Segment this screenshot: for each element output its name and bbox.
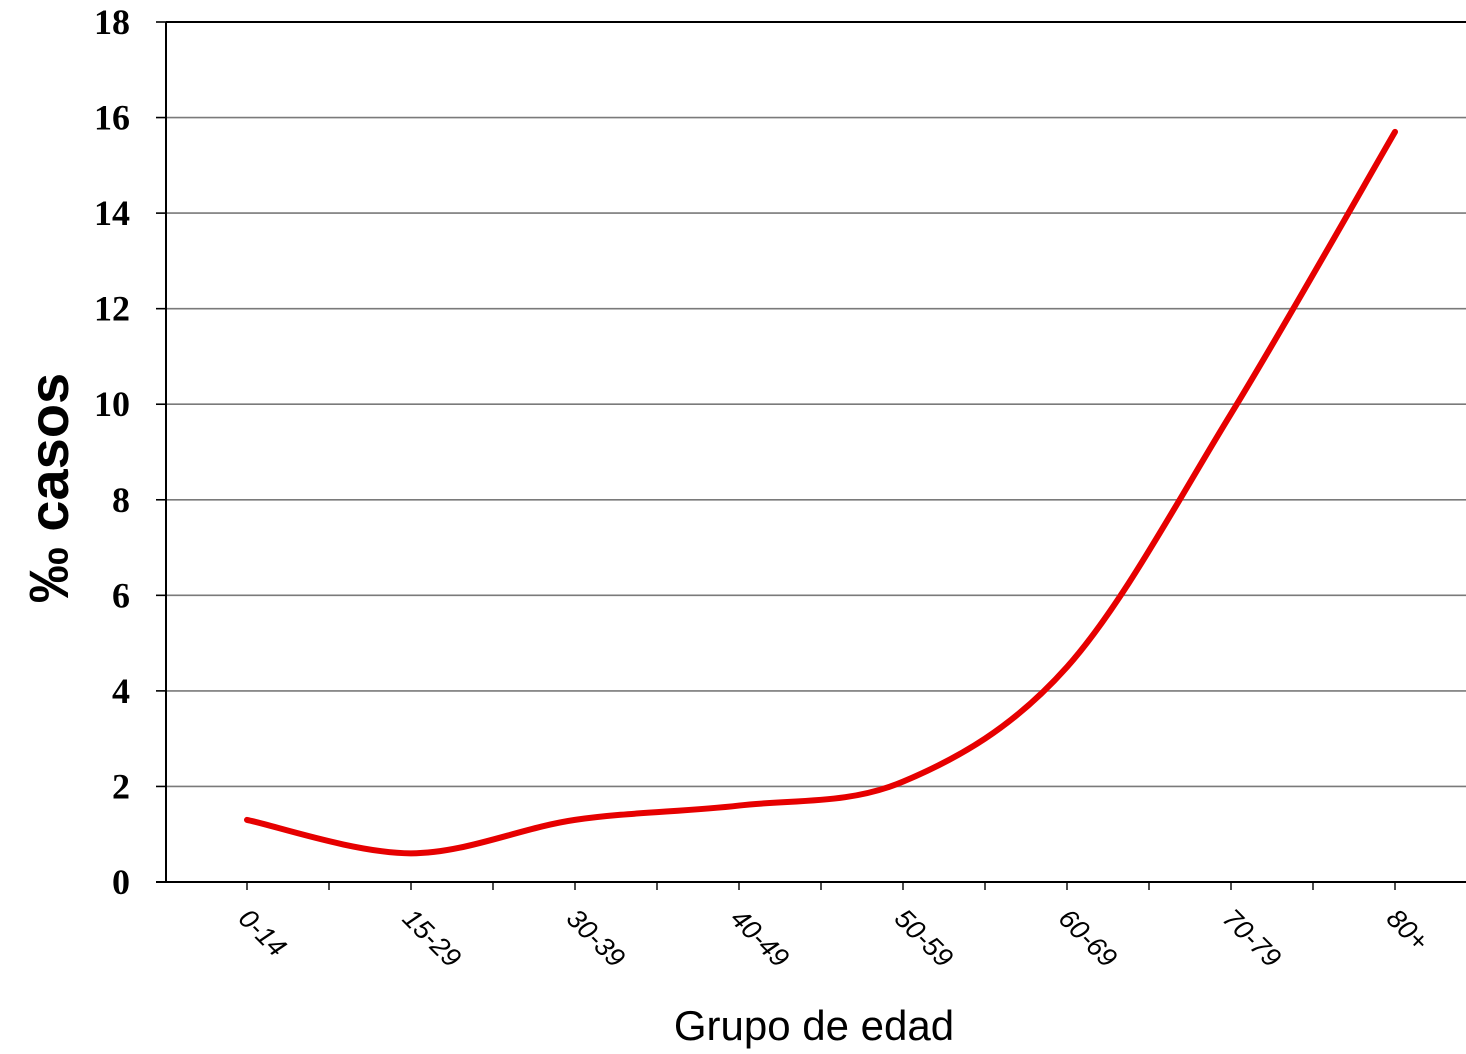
x-tick-label: 70-79 (1217, 903, 1287, 973)
x-tick-label: 40-49 (725, 903, 795, 973)
x-tick-label: 15-29 (397, 903, 467, 973)
x-tick-label: 50-59 (889, 903, 959, 973)
y-tick-label: 0 (112, 862, 130, 902)
x-axis-label: Grupo de edad (674, 1002, 954, 1049)
x-tick-label: 30-39 (561, 903, 631, 973)
x-tick-label: 80+ (1381, 903, 1435, 957)
y-axis-label: ‰ casos (17, 373, 80, 603)
y-tick-labels: 0 2 4 6 8 10 12 14 16 18 (94, 2, 130, 902)
x-tick-label: 0-14 (233, 903, 292, 962)
y-tick-label: 14 (94, 193, 130, 233)
y-tick-label: 12 (94, 289, 130, 329)
y-tick-label: 8 (112, 480, 130, 520)
series-group (244, 128, 1398, 857)
series-line (244, 128, 1398, 857)
axes (156, 21, 1466, 890)
gridlines (166, 21, 1466, 788)
x-tick-labels: 0-14 15-29 30-39 40-49 50-59 60-69 70-79 80+ (233, 903, 1435, 973)
y-tick-label: 6 (112, 575, 130, 615)
y-tick-label: 10 (94, 384, 130, 424)
y-tick-label: 2 (112, 766, 130, 806)
y-tick-label: 18 (94, 2, 130, 42)
x-tick-label: 60-69 (1053, 903, 1123, 973)
y-tick-label: 16 (94, 98, 130, 138)
y-tick-label: 4 (112, 671, 130, 711)
